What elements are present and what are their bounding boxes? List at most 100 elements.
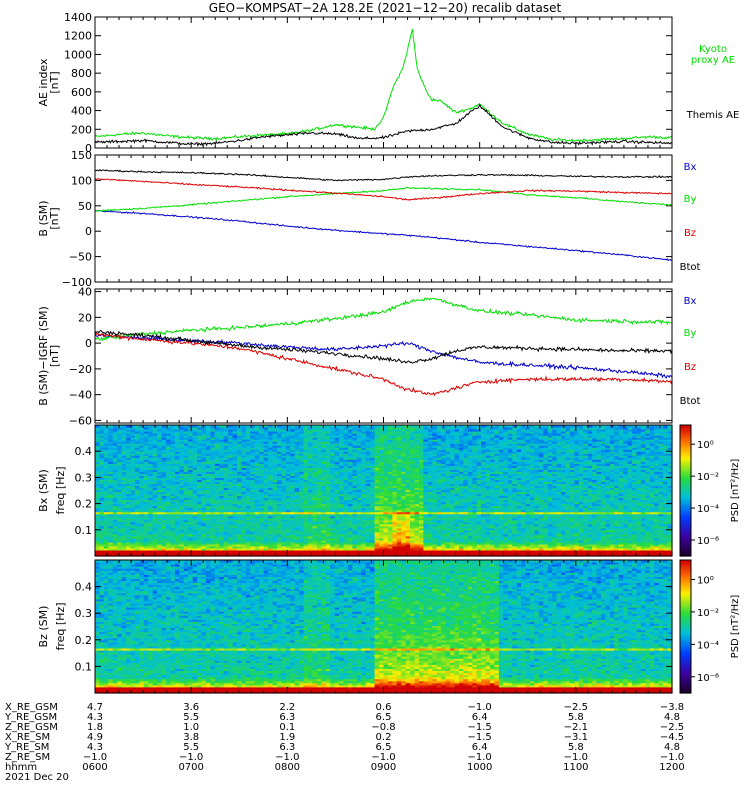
spectrogram-cell bbox=[259, 429, 265, 432]
spectrogram-cell bbox=[117, 545, 123, 549]
spectrogram-cell bbox=[179, 453, 185, 456]
spectrogram-cell bbox=[130, 509, 136, 513]
spectrogram-cell bbox=[157, 523, 163, 527]
spectrogram-cell bbox=[170, 497, 176, 501]
spectrogram-cell bbox=[223, 499, 229, 503]
spectrogram-cell bbox=[321, 545, 327, 549]
spectrogram-cell bbox=[152, 469, 158, 472]
spectrogram-cell bbox=[206, 435, 211, 438]
spectrogram-cell bbox=[285, 517, 291, 521]
spectrogram-cell bbox=[232, 511, 238, 515]
spectrogram-cell bbox=[277, 425, 282, 428]
spectrogram-cell bbox=[405, 483, 411, 486]
spectrogram-cell bbox=[174, 471, 180, 474]
spectrogram-cell bbox=[134, 485, 140, 489]
spectrogram-cell bbox=[379, 519, 385, 523]
spectrogram-cell bbox=[250, 550, 256, 553]
spectrogram-cell bbox=[121, 449, 127, 452]
y-tick-label: −100 bbox=[62, 276, 92, 289]
spectrogram-cell bbox=[339, 523, 345, 527]
spectrogram-cell bbox=[179, 515, 185, 519]
spectrogram-cell bbox=[383, 537, 389, 541]
spectrogram-cell bbox=[130, 515, 136, 519]
spectrogram-cell bbox=[325, 435, 331, 438]
spectrogram-cell bbox=[290, 435, 296, 438]
spectrogram-cell bbox=[334, 481, 340, 484]
spectrogram-cell bbox=[188, 539, 194, 543]
spectrogram-cell bbox=[405, 521, 411, 525]
spectrogram-cell bbox=[277, 517, 282, 521]
spectrogram-cell bbox=[117, 459, 123, 462]
spectrogram-cell bbox=[268, 489, 274, 493]
spectrogram-cell bbox=[192, 431, 198, 434]
spectrogram-cell bbox=[250, 497, 256, 501]
spectrogram-cell bbox=[272, 465, 278, 468]
spectrogram-cell bbox=[374, 425, 380, 428]
spectrogram-cell bbox=[361, 543, 367, 547]
spectrogram-cell bbox=[117, 457, 123, 460]
spectrogram-cell bbox=[330, 554, 336, 557]
spectrogram-cell bbox=[223, 537, 229, 541]
spectrogram-cell bbox=[308, 554, 313, 557]
spectrogram-cell bbox=[174, 497, 180, 501]
spectrogram-cell bbox=[121, 537, 127, 541]
spectrogram-cell bbox=[339, 507, 345, 511]
spectrogram-cell bbox=[383, 435, 389, 438]
spectrogram-cell bbox=[294, 481, 300, 484]
spectrogram-cell bbox=[272, 529, 278, 533]
y-tick-label: 0 bbox=[85, 142, 92, 155]
spectrogram-cell bbox=[206, 427, 211, 430]
spectrogram-cell bbox=[201, 475, 207, 478]
spectrogram-cell bbox=[316, 537, 322, 541]
spectrogram-cell bbox=[232, 505, 238, 509]
spectrogram-cell bbox=[228, 552, 234, 555]
spectrogram-cell bbox=[281, 529, 287, 533]
spectrogram-cell bbox=[294, 457, 300, 460]
spectrogram-cell bbox=[121, 475, 127, 478]
spectrogram-cell bbox=[223, 469, 229, 472]
spectrogram-cell bbox=[392, 473, 398, 476]
spectrogram-cell bbox=[339, 439, 345, 442]
spectrogram-cell bbox=[259, 439, 265, 442]
spectrogram-cell bbox=[219, 499, 225, 503]
spectrogram-cell bbox=[183, 519, 189, 523]
spectrogram-cell bbox=[237, 543, 242, 547]
spectrogram-cell bbox=[126, 485, 132, 489]
spectrogram-cell bbox=[237, 479, 242, 482]
spectrogram-cell bbox=[383, 531, 389, 535]
spectrogram-cell bbox=[108, 499, 114, 503]
spectrogram-cell bbox=[308, 511, 313, 515]
spectrogram-cell bbox=[188, 519, 194, 523]
spectrogram-cell bbox=[103, 531, 109, 535]
spectrogram-cell bbox=[139, 513, 145, 517]
spectrogram-cell bbox=[250, 445, 256, 448]
spectrogram-cell bbox=[263, 511, 269, 515]
spectrogram-cell bbox=[112, 441, 118, 444]
spectrogram-cell bbox=[130, 451, 136, 454]
spectrogram-cell bbox=[277, 481, 282, 484]
spectrogram-cell bbox=[201, 451, 207, 454]
spectrogram-cell bbox=[308, 439, 313, 442]
spectrogram-cell bbox=[348, 491, 353, 495]
spectrogram-cell bbox=[157, 527, 163, 531]
spectrogram-cell bbox=[321, 431, 327, 434]
spectrogram-cell bbox=[299, 550, 305, 553]
spectrogram-cell bbox=[166, 457, 171, 460]
spectrogram-cell bbox=[405, 471, 411, 474]
spectrogram-cell bbox=[210, 497, 216, 501]
spectrogram-cell bbox=[210, 451, 216, 454]
spectrogram-cell bbox=[121, 533, 127, 537]
spectrogram-cell bbox=[103, 515, 109, 519]
y-tick-label: 100 bbox=[71, 174, 92, 187]
spectrogram-cell bbox=[334, 515, 340, 519]
spectrogram-cell bbox=[259, 453, 265, 456]
spectrogram-cell bbox=[237, 503, 242, 507]
spectrogram-cell bbox=[383, 467, 389, 470]
spectrogram-cell bbox=[352, 539, 358, 543]
spectrogram-cell bbox=[170, 519, 176, 523]
spectrogram-cell bbox=[206, 487, 211, 491]
spectrogram-cell bbox=[343, 443, 349, 446]
spectrogram-cell bbox=[361, 471, 367, 474]
spectrogram-cell bbox=[108, 543, 114, 547]
legend-label: Bz bbox=[684, 362, 696, 373]
